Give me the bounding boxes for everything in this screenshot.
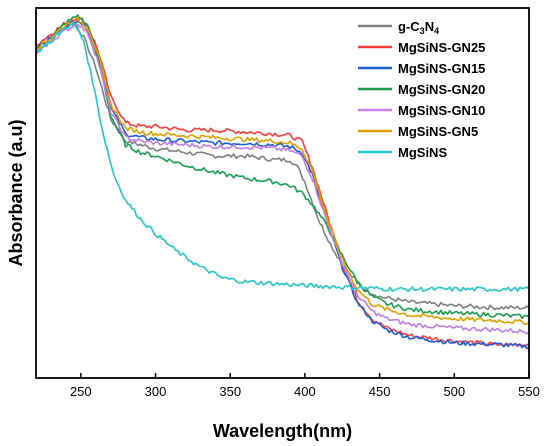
legend-label: MgSiNS-GN25 [398,40,485,55]
x-tick-label: 250 [70,384,92,399]
legend-label: MgSiNS-GN10 [398,103,485,118]
series-line-mgsins-gn15 [35,20,530,350]
x-axis-ticks: 250 300 350 400 450 500 550 [70,373,540,399]
series-line-mgsins [35,22,530,293]
x-tick-label: 550 [518,384,540,399]
series-lines [35,14,530,350]
series-line-mgsins-gn20 [35,14,530,320]
legend-label: MgSiNS-GN20 [398,82,485,97]
x-tick-label: 300 [145,384,167,399]
x-axis-title: Wavelength(nm) [213,421,352,441]
legend-label: g-C3N4 [398,19,439,36]
x-tick-label: 500 [443,384,465,399]
y-axis-title: Absorbance (a.u) [6,119,26,266]
x-tick-label: 450 [369,384,391,399]
legend-label: MgSiNS-GN5 [398,124,478,139]
x-tick-label: 350 [219,384,241,399]
plot-frame [35,7,530,379]
x-tick-label: 400 [294,384,316,399]
legend: g-C3N4 MgSiNS-GN25 MgSiNS-GN15 MgSiNS-GN20 M… [358,19,485,160]
series-line-mgsins-gn5 [35,16,530,326]
series-line-mgsins-gn10 [35,22,530,335]
legend-label: MgSiNS-GN15 [398,61,485,76]
legend-label: MgSiNS [398,145,447,160]
